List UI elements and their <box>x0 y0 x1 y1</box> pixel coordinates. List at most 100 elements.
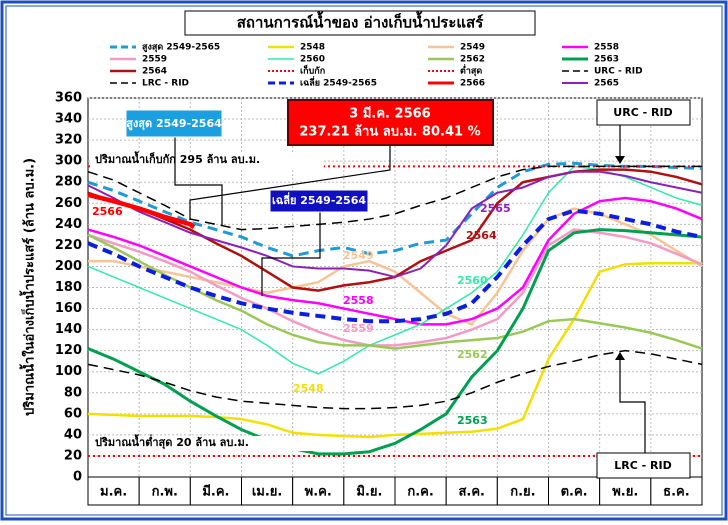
y-tick-label: 360 <box>55 91 82 106</box>
x-tick-label: มิ.ย. <box>356 485 382 500</box>
legend-label: 2559 <box>142 55 167 65</box>
avg-box-label: เฉลี่ย 2549-2564 <box>272 192 366 207</box>
series-label: 2564 <box>466 229 497 242</box>
y-axis-title: ปริมาณน้ำในอ่างเก็บน้ำประแสร์ (ล้าน ลบ.ม… <box>19 158 38 416</box>
month-box <box>241 476 294 506</box>
y-tick-label: 200 <box>55 259 82 274</box>
avg-box <box>269 189 369 213</box>
current-pointer <box>189 145 391 220</box>
month-box <box>445 476 498 506</box>
y-tick-label: 120 <box>55 343 82 358</box>
y-tick-label: 80 <box>64 385 82 400</box>
min-label: ปริมาณน้ำต่ำสุด 20 ล้าน ลบ.ม. <box>95 434 249 450</box>
legend-label: LRC - RID <box>142 79 189 89</box>
legend-label: สูงสุด 2549-2565 <box>142 43 220 53</box>
x-tick-label: มี.ค. <box>202 484 229 500</box>
max-box-label: สูงสุด 2549-2564 <box>126 117 222 131</box>
x-tick-label: ก.พ. <box>152 485 178 500</box>
series-label: 2548 <box>293 382 324 395</box>
y-tick-label: 0 <box>73 470 82 485</box>
y-tick-label: 240 <box>55 217 82 232</box>
series-label: 2563 <box>457 414 488 427</box>
current-box <box>287 99 494 146</box>
lrc-pointer <box>619 356 646 453</box>
urc-arrow <box>615 156 625 164</box>
series-label: 2560 <box>457 274 488 287</box>
legend-label: 2548 <box>300 43 325 53</box>
urc-box-label: URC - RID <box>613 106 672 119</box>
legend-label: 2549 <box>460 43 485 53</box>
current-value: 237.21 ล้าน ลบ.ม. 80.41 % <box>299 124 480 140</box>
x-tick-label: เม.ย. <box>252 485 283 500</box>
x-tick-label: พ.ค. <box>305 485 332 500</box>
y-tick-label: 40 <box>64 427 82 442</box>
current-date: 3 มี.ค. 2566 <box>349 106 430 122</box>
lrc-arrow <box>615 352 625 360</box>
series-label: 2566 <box>92 205 123 218</box>
y-tick-label: 140 <box>55 322 82 337</box>
title-box <box>184 10 536 36</box>
x-tick-label: ต.ค. <box>561 485 588 500</box>
series-label: 2558 <box>343 294 374 307</box>
min-label-bg <box>92 436 314 451</box>
y-tick-label: 320 <box>55 133 82 148</box>
series-label: 2562 <box>457 348 488 361</box>
month-box <box>87 476 140 506</box>
x-tick-label: พ.ย. <box>612 485 638 500</box>
series-label: 2549 <box>343 249 374 262</box>
x-tick-label: ธ.ค. <box>663 485 690 500</box>
max-box <box>125 109 223 138</box>
y-tick-label: 100 <box>55 364 82 379</box>
storage-label-bg <box>92 153 324 168</box>
series-label: 2565 <box>480 202 511 215</box>
legend-label: 2565 <box>594 79 619 89</box>
legend-label: 2566 <box>460 79 485 89</box>
month-box <box>496 476 550 506</box>
series-line <box>87 161 703 258</box>
legend-label: URC - RID <box>594 67 643 77</box>
y-tick-label: 300 <box>55 154 82 169</box>
month-box <box>599 476 652 506</box>
legend-label: 2564 <box>142 67 167 77</box>
legend-label: เฉลี่ย 2549-2565 <box>300 76 377 89</box>
y-tick-label: 60 <box>64 406 82 421</box>
y-tick-label: 180 <box>55 280 82 295</box>
y-tick-label: 280 <box>55 175 82 190</box>
series-line <box>87 196 703 326</box>
series-label: 2559 <box>343 322 374 335</box>
x-tick-label: ก.ย. <box>510 485 535 500</box>
lrc-box-label: LRC - RID <box>614 459 671 472</box>
storage-label: ปริมาณน้ำเก็บกัก 295 ล้าน ลบ.ม. <box>95 151 260 166</box>
series-line <box>87 233 703 350</box>
legend-label: 2562 <box>460 55 485 65</box>
month-box <box>189 476 242 506</box>
series-line <box>87 208 703 324</box>
y-tick-label: 20 <box>64 448 82 463</box>
month-box <box>138 476 191 506</box>
legend-label: ต่ำสุด <box>460 64 482 77</box>
series-line <box>87 349 703 410</box>
series-line <box>87 228 703 456</box>
legend-label: 2560 <box>300 55 325 65</box>
chart-title: สถานการณ์น้ำของ อ่างเก็บน้ำประแสร์ <box>237 11 484 32</box>
month-box <box>394 476 447 506</box>
urc-box <box>596 99 691 126</box>
series-line <box>87 262 702 439</box>
lrc-box <box>596 452 691 479</box>
x-tick-label: ก.ค. <box>407 485 433 500</box>
y-tick-label: 260 <box>55 196 82 211</box>
avg-pointer <box>261 212 321 296</box>
max-pointer <box>174 137 223 226</box>
series-line <box>87 192 196 230</box>
series-line <box>87 228 703 347</box>
x-tick-label: ส.ค. <box>458 485 485 500</box>
y-tick-label: 220 <box>55 238 82 253</box>
x-tick-label: ม.ค. <box>100 485 127 500</box>
legend-label: เก็บกัก <box>300 64 325 77</box>
month-box <box>343 476 396 506</box>
legend-label: 2563 <box>594 55 619 65</box>
series-line <box>87 170 703 279</box>
month-box <box>650 476 703 506</box>
